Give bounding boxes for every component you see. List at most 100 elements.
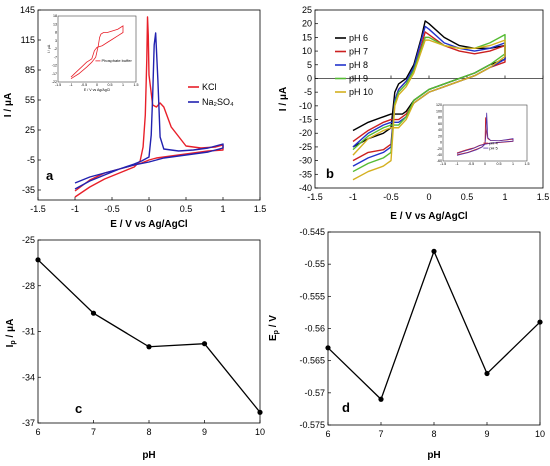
- panel-d-xtick-label: 8: [431, 429, 436, 439]
- panel-a-xtick-label: -1: [71, 204, 79, 214]
- inset-series-ph-5: [456, 112, 514, 156]
- inset-ytick-label: -12: [52, 64, 57, 68]
- panel-b-ytick-label: 0: [307, 73, 312, 83]
- panel-b-xtick-label: -0.5: [383, 192, 399, 202]
- inset-xtick-label: -0.5: [81, 83, 87, 87]
- panel-c-xlabel: pH: [142, 450, 155, 461]
- inset-ytick-label: 0: [440, 141, 442, 145]
- panel-a-ytick-label: 85: [25, 65, 35, 75]
- legend-label-ph-8: pH 8: [349, 60, 368, 70]
- inset-ytick-label: 120: [436, 103, 442, 107]
- panel-c-ytick-label: -34: [22, 372, 35, 382]
- panel-c-ytick-label: -37: [22, 418, 35, 428]
- panel-a-ytick-label: 55: [25, 95, 35, 105]
- inset-ytick-label: -2: [54, 47, 57, 51]
- inset-ylabel: I / μA: [47, 44, 51, 53]
- inset-legend-label: Phosphate buffer: [101, 58, 132, 63]
- panel-b-letter: b: [326, 166, 334, 181]
- panel-c-data-point: [146, 344, 152, 350]
- panel-c-data-point: [201, 341, 208, 347]
- panel-c-chart: -25 -28 -31 -34 -37 6 7 8 9 10 pH Ip / μA c: [5, 235, 265, 461]
- panel-a-xtick-label: 1.5: [254, 204, 267, 214]
- inset-ytick-label: 3: [55, 39, 57, 43]
- inset-ytick-label: -60: [437, 159, 442, 163]
- panel-d-ytick-label: -0.565: [299, 356, 325, 366]
- panel-b-xtick-label: -1: [349, 192, 357, 202]
- panel-a-chart: 145 115 85 55 25 -5 -35 -1.5 -1 -0.5 0 0.5 1 1.5 E /…: [3, 5, 266, 230]
- panel-a-series-na-so: [74, 32, 224, 190]
- inset-frame: [57, 15, 137, 83]
- panel-d-xtick-label: 6: [325, 429, 330, 439]
- inset-ytick-label: 60: [438, 122, 442, 126]
- inset-xtick-label: -1: [455, 162, 458, 166]
- panel-c-ytick-label: -25: [22, 235, 35, 245]
- panel-b-inset: 120 100 80 60 40 20 0 -20 -40 -60-1.5 -1 -0.5 0 0.5 1 1…: [436, 103, 530, 166]
- panel-d-xtick-label: 10: [535, 429, 545, 439]
- panel-d-data-point: [431, 248, 437, 254]
- legend-label-ph-7: pH 7: [349, 47, 368, 57]
- panel-c-data-point: [257, 409, 263, 415]
- inset-xtick-label: 0: [96, 83, 98, 87]
- panel-b-ytick-label: 20: [302, 19, 312, 29]
- panel-d-chart: -0.545-0.55-0.555-0.56-0.565-0.57-0.575 …: [268, 227, 545, 461]
- inset-ytick-label: 80: [438, 116, 442, 120]
- panel-a-xtick-label: 0.5: [180, 204, 193, 214]
- inset-xtick-label: -1.5: [440, 162, 446, 166]
- inset-ytick-label: 13: [53, 22, 57, 26]
- inset-series-phosphate-buffer: [70, 25, 124, 80]
- panel-b-xtick-label: 0.5: [461, 192, 474, 202]
- panel-a-ytick-label: 145: [20, 5, 35, 15]
- panel-c-ytick-label: -28: [22, 281, 35, 291]
- svg-text:Ep / V: Ep / V: [268, 315, 280, 341]
- inset-ytick-label: 8: [55, 31, 57, 35]
- panel-d-ytick-label: -0.555: [299, 291, 325, 301]
- panel-a-ylabel: I / μA: [3, 93, 14, 117]
- inset-ytick-label: 40: [438, 128, 442, 132]
- inset-ytick-label: -22: [52, 80, 57, 84]
- inset-legend-label: pH 5: [489, 145, 498, 150]
- inset-xtick-label: 0: [484, 162, 486, 166]
- panel-b-ytick-label: 15: [302, 32, 312, 42]
- panel-b-ytick-label: 10: [302, 46, 312, 56]
- panel-b-legend: pH 6 pH 7 pH 8 pH 9 pH 10: [335, 33, 373, 97]
- panel-d-data-point: [325, 345, 331, 351]
- inset-ytick-label: 20: [438, 134, 442, 138]
- panel-c-xtick-label: 8: [146, 427, 151, 437]
- panel-d-letter: d: [342, 400, 350, 415]
- panel-a-legend: KCl Na₂SO₄: [188, 82, 234, 107]
- inset-ytick-label: -40: [437, 153, 442, 157]
- panel-b-ytick-label: -5: [304, 87, 312, 97]
- inset-xtick-label: 1: [512, 162, 514, 166]
- panel-b-ytick-label: -10: [299, 101, 312, 111]
- svg-text:Ip / μA: Ip / μA: [5, 319, 17, 348]
- inset-legend-label: pH 4: [489, 140, 498, 145]
- panel-d-data-point: [484, 370, 490, 377]
- panel-c-ylabel: Ip / μA: [5, 319, 17, 348]
- panel-a-xtick-label: 1: [220, 204, 225, 214]
- panel-b-ytick-label: 25: [302, 5, 312, 15]
- panel-a-ytick-label: -35: [22, 185, 35, 195]
- panel-d-ytick-label: -0.545: [299, 227, 325, 237]
- panel-c-ytick-label: -31: [22, 327, 35, 337]
- legend-label-ph-6: pH 6: [349, 33, 368, 43]
- panel-b-xtick-label: 0: [426, 192, 431, 202]
- inset-xlabel: E / V vs Ag/AgCl: [84, 88, 111, 92]
- inset-xtick-label: -1: [69, 83, 72, 87]
- panel-b-xtick-label: 1: [502, 192, 507, 202]
- inset-xtick-label: 1.5: [134, 83, 139, 87]
- panel-d-xtick-label: 9: [484, 429, 489, 439]
- panel-d-ytick-label: -0.57: [304, 388, 325, 398]
- panel-c-data-point: [90, 310, 97, 316]
- panel-a-xtick-label: 0: [146, 204, 151, 214]
- panel-b-ytick-label: -40: [299, 183, 312, 193]
- legend-label-kcl: KCl: [202, 82, 217, 92]
- panel-d-ytick-label: -0.575: [299, 420, 325, 430]
- inset-ytick-label: -17: [52, 72, 57, 76]
- panel-a-letter: a: [46, 168, 54, 183]
- inset-xtick-label: 1: [122, 83, 124, 87]
- panel-a-series-kcl: [74, 16, 224, 198]
- panel-b-ytick-label: 5: [307, 60, 312, 70]
- panel-c-xtick-label: 9: [202, 427, 207, 437]
- panel-c-xtick-label: 6: [35, 427, 40, 437]
